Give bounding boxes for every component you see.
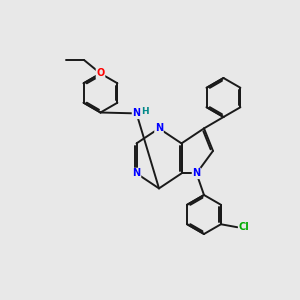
Text: N: N (132, 108, 141, 118)
Text: N: N (155, 123, 163, 134)
Text: O: O (96, 68, 105, 79)
Text: H: H (141, 107, 149, 116)
Text: N: N (192, 168, 201, 178)
Text: N: N (132, 168, 141, 178)
Text: Cl: Cl (238, 222, 249, 232)
